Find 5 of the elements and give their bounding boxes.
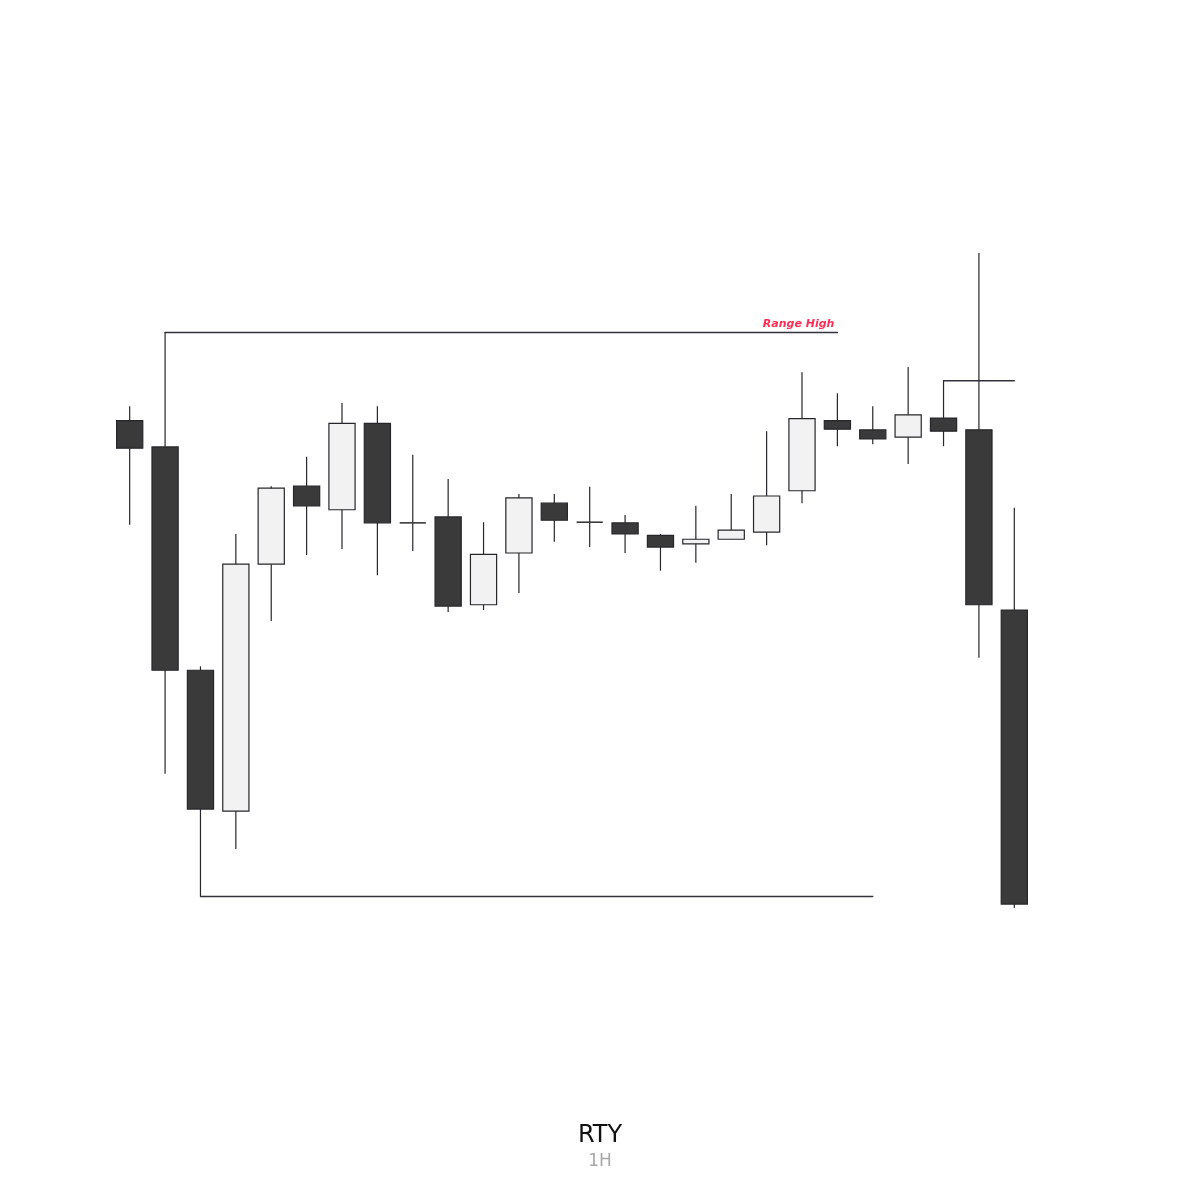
text: RTY xyxy=(577,1120,623,1148)
candlestick xyxy=(575,486,604,548)
text: 1H xyxy=(588,1149,612,1170)
candlestick xyxy=(398,454,427,552)
ref-line-label: Range High xyxy=(762,317,835,331)
